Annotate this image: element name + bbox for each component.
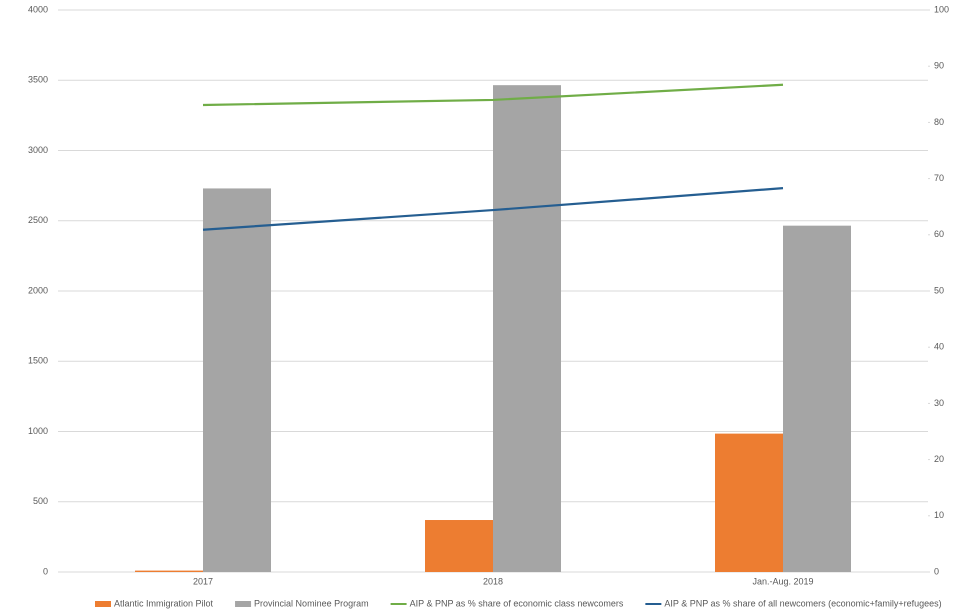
y2-tick-label: 10	[934, 510, 944, 520]
y2-tick-label: 0	[934, 566, 939, 576]
bar	[715, 433, 783, 572]
legend-swatch	[95, 601, 111, 607]
y-tick-label: 1000	[28, 426, 48, 436]
bar	[783, 225, 851, 573]
y-tick-label: 2000	[28, 285, 48, 295]
x-tick-label: 2018	[483, 576, 503, 586]
legend-label: AIP & PNP as % share of economic class n…	[410, 598, 624, 608]
y2-tick-label: 90	[934, 61, 944, 71]
bar	[425, 520, 493, 572]
bar	[203, 188, 271, 572]
y-tick-label: 3000	[28, 145, 48, 155]
bar	[493, 85, 561, 572]
legend-label: AIP & PNP as % share of all newcomers (e…	[664, 598, 941, 608]
bar	[135, 570, 203, 572]
legend-label: Provincial Nominee Program	[254, 598, 369, 608]
line	[202, 187, 784, 231]
y2-tick-label: 30	[934, 398, 944, 408]
y-tick-label: 1500	[28, 356, 48, 366]
y2-tick-label: 20	[934, 454, 944, 464]
legend-swatch	[235, 601, 252, 607]
y-tick-label: 3500	[28, 75, 48, 85]
x-tick-label: 2017	[193, 576, 213, 586]
x-tick-label: Jan.-Aug. 2019	[752, 576, 813, 586]
y-tick-label: 4000	[28, 4, 48, 14]
y2-tick-label: 40	[934, 342, 944, 352]
y-tick-label: 500	[33, 496, 48, 506]
y2-tick-label: 100	[934, 4, 949, 14]
y-tick-label: 0	[43, 566, 48, 576]
y-tick-label: 2500	[28, 215, 48, 225]
y2-tick-label: 80	[934, 117, 944, 127]
y2-tick-label: 70	[934, 173, 944, 183]
y2-tick-label: 50	[934, 285, 944, 295]
y2-tick-label: 60	[934, 229, 944, 239]
line	[202, 83, 784, 107]
legend-label: Atlantic Immigration Pilot	[114, 598, 214, 608]
